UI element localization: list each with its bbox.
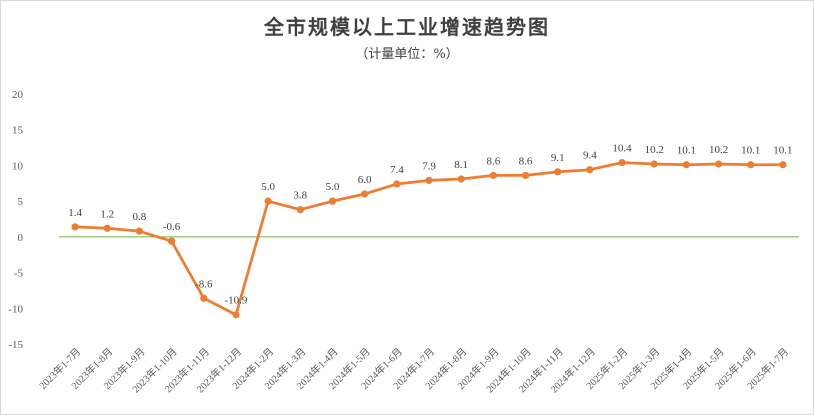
data-point [425, 176, 433, 185]
data-point [361, 190, 369, 198]
data-label: -8.6 [195, 278, 213, 290]
data-label: -10.9 [224, 295, 247, 307]
data-point [200, 294, 208, 302]
data-point [586, 166, 594, 174]
data-point [650, 160, 658, 168]
data-label: 8.1 [454, 159, 468, 171]
data-label: 7.4 [390, 164, 404, 176]
data-label: -0.6 [163, 221, 181, 233]
data-label: 5.0 [261, 181, 275, 193]
data-point [71, 223, 79, 231]
data-point [264, 197, 272, 205]
data-label: 10.2 [709, 144, 728, 156]
data-point [521, 171, 530, 180]
data-point [747, 161, 755, 169]
y-tick-label: -5 [14, 268, 24, 280]
y-tick-label: 10 [12, 160, 24, 172]
data-point [393, 180, 401, 188]
y-tick-label: 5 [18, 196, 24, 208]
data-label: 8.6 [486, 155, 500, 167]
data-point [296, 206, 304, 214]
data-label: 9.4 [583, 150, 597, 162]
data-label: 10.4 [612, 143, 632, 155]
data-label: 7.9 [422, 160, 436, 172]
data-label: 1.2 [100, 208, 114, 220]
data-point [328, 197, 337, 205]
y-tick-label: 20 [12, 89, 24, 101]
y-axis: 20 15 10 5 0 -5 -10 -15 [8, 89, 23, 351]
data-label: 10.1 [677, 145, 696, 157]
data-label: 10.1 [773, 145, 792, 157]
data-point [135, 227, 144, 235]
data-point [554, 168, 562, 176]
data-label: 10.2 [645, 144, 664, 156]
data-label: 5.0 [326, 181, 340, 193]
x-axis: 2023年1-7月2023年1-8月2023年1-9月2023年1-10月202… [36, 345, 791, 395]
series-group [71, 158, 787, 319]
data-label: 10.1 [741, 145, 760, 157]
data-label: 1.4 [68, 207, 82, 219]
data-label: 9.1 [551, 152, 565, 164]
data-point [232, 311, 240, 319]
data-point [457, 175, 465, 183]
data-point [779, 161, 787, 169]
data-point [489, 171, 497, 180]
chart-title: 全市规模以上工业增速趋势图 [264, 15, 550, 39]
y-tick-label: -15 [8, 339, 23, 351]
chart-subtitle: （计量单位：%） [355, 47, 459, 62]
y-tick-label: 0 [18, 232, 24, 244]
y-tick-label: 15 [12, 125, 24, 137]
series-line [73, 161, 785, 317]
data-label-group: 1.4 1.2 0.8 -0.6 -8.6 -10.9 5.0 3.8 5.0 6.0 7.4 7.9… [68, 143, 792, 307]
data-point [682, 161, 690, 169]
data-label: 3.8 [293, 190, 307, 202]
data-point [714, 160, 723, 168]
y-tick-label: -10 [8, 303, 23, 315]
data-point [168, 237, 176, 245]
data-label: 8.6 [519, 155, 533, 167]
data-label: 6.0 [358, 174, 372, 186]
data-point [103, 224, 111, 232]
data-point [618, 158, 626, 167]
data-label: 0.8 [133, 211, 147, 223]
